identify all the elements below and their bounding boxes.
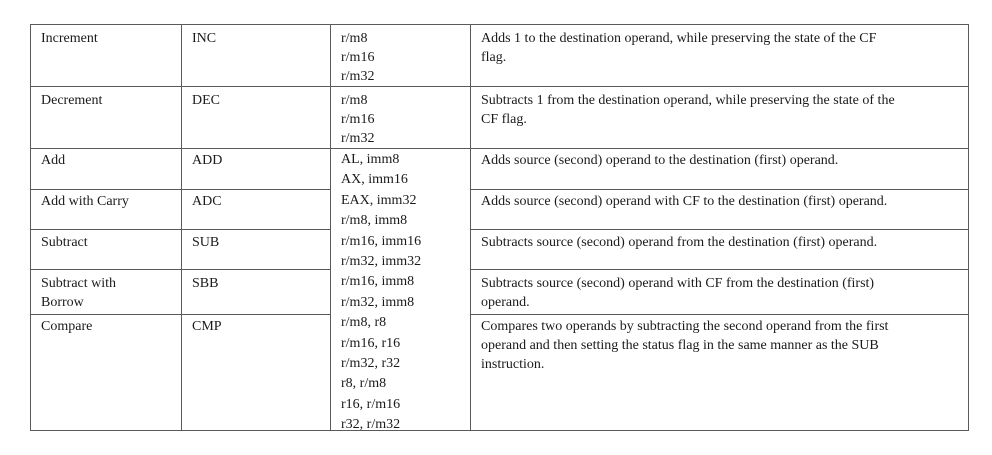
instruction-mnemonic: CMP	[192, 319, 222, 334]
description-line: instruction.	[481, 357, 545, 372]
operand: r/m8	[341, 93, 368, 108]
description-line: Subtracts source (second) operand with C…	[481, 276, 875, 291]
instruction-name: Increment	[41, 31, 98, 46]
instruction-description: Adds source (second) operand with CF to …	[481, 192, 887, 211]
instruction-name: Add with Carry	[41, 194, 129, 209]
description-line: Subtracts 1 from the destination operand…	[481, 93, 895, 108]
operand-list: r/m8 r/m16 r/m32	[341, 91, 374, 148]
instruction-description: Subtracts 1 from the destination operand…	[481, 91, 895, 129]
instruction-description: Subtracts source (second) operand with C…	[481, 274, 874, 312]
operand: r/m32, imm8	[341, 294, 415, 310]
operand-list: r/m8 r/m16 r/m32	[341, 29, 374, 86]
instruction-name: Decrement	[41, 93, 103, 108]
column-divider	[330, 24, 331, 430]
operand: r8, r/m8	[341, 376, 387, 392]
column-divider	[30, 24, 31, 430]
name-line: Subtract with	[41, 276, 117, 291]
operand: r32, r/m32	[341, 417, 401, 433]
instruction-table: Increment INC r/m8 r/m16 r/m32 Adds 1 to…	[30, 24, 970, 432]
instruction-mnemonic: SBB	[192, 276, 219, 291]
row-divider	[30, 24, 969, 25]
operand: r/m16	[341, 112, 375, 127]
instruction-mnemonic: INC	[192, 31, 217, 46]
operand: AX, imm16	[341, 172, 408, 188]
operand: r/m16, imm16	[341, 233, 422, 249]
instruction-description: Adds 1 to the destination operand, while…	[481, 29, 876, 67]
description-line: Adds source (second) operand to the dest…	[481, 153, 839, 168]
instruction-mnemonic: DEC	[192, 93, 220, 108]
operand: r/m16, imm8	[341, 274, 415, 290]
column-divider	[968, 24, 969, 430]
row-divider	[470, 314, 969, 315]
instruction-mnemonic: SUB	[192, 235, 220, 250]
operand: r/m32, r32	[341, 356, 401, 372]
row-divider	[30, 229, 330, 230]
instruction-description: Adds source (second) operand to the dest…	[481, 151, 838, 170]
operand: AL, imm8	[341, 152, 400, 167]
description-line: Adds 1 to the destination operand, while…	[481, 31, 877, 46]
row-divider	[470, 269, 969, 270]
description-line: Subtracts source (second) operand from t…	[481, 235, 878, 250]
instruction-name: Subtract	[41, 235, 88, 250]
operand: r/m16	[341, 50, 375, 65]
operand: r16, r/m16	[341, 396, 401, 412]
operand: r/m32, imm32	[341, 254, 422, 270]
name-line: Borrow	[41, 295, 84, 310]
operand: r/m32	[341, 69, 375, 84]
operand: r/m16, r16	[341, 335, 401, 351]
instruction-mnemonic: ADD	[192, 153, 223, 168]
operand: r/m8, r8	[341, 315, 387, 331]
row-divider	[30, 430, 969, 431]
row-divider	[30, 269, 330, 270]
description-line: CF flag.	[481, 112, 527, 127]
description-line: flag.	[481, 50, 507, 65]
operand: r/m32	[341, 131, 375, 146]
instruction-name: Compare	[41, 319, 93, 334]
row-divider	[30, 148, 969, 149]
column-divider	[470, 24, 471, 430]
row-divider	[30, 86, 969, 87]
instruction-description: Compares two operands by subtracting the…	[481, 317, 888, 374]
row-divider	[30, 314, 330, 315]
instruction-name: Subtract with Borrow	[41, 274, 116, 312]
row-divider	[470, 189, 969, 190]
instruction-name: Add	[41, 153, 66, 168]
operand: r/m8	[341, 31, 368, 46]
description-line: operand and then setting the status flag…	[481, 338, 879, 353]
instruction-mnemonic: ADC	[192, 194, 222, 209]
column-divider	[181, 24, 182, 430]
shared-operand-list: AL, imm8 AX, imm16 EAX, imm32 r/m8, imm8…	[341, 150, 421, 436]
description-line: Compares two operands by subtracting the…	[481, 319, 889, 334]
description-line: Adds source (second) operand with CF to …	[481, 194, 888, 209]
operand: EAX, imm32	[341, 192, 417, 208]
description-line: operand.	[481, 295, 530, 310]
instruction-description: Subtracts source (second) operand from t…	[481, 233, 877, 252]
row-divider	[30, 189, 330, 190]
operand: r/m8, imm8	[341, 213, 408, 229]
row-divider	[470, 229, 969, 230]
